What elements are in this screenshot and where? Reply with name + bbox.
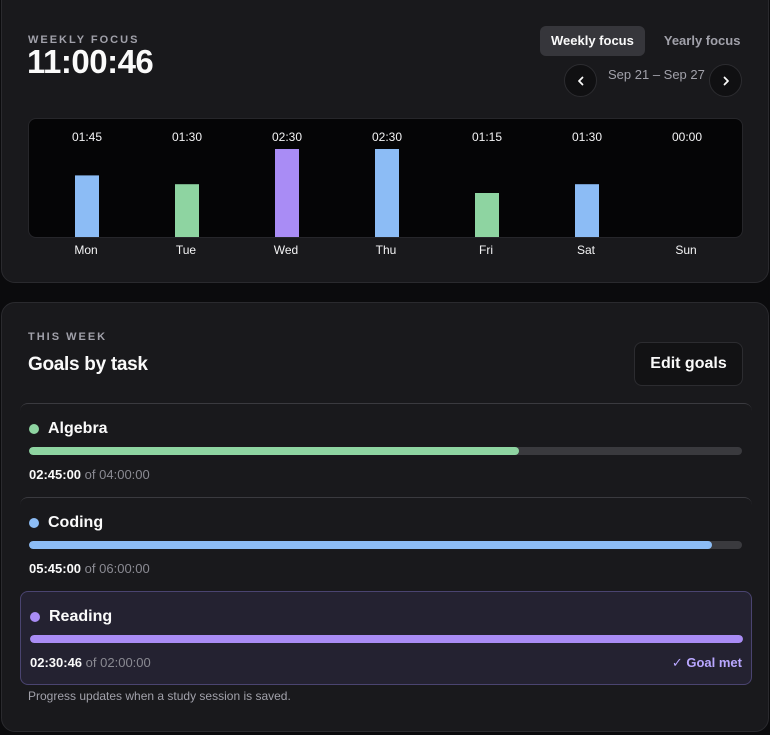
bar-label-tue: 01:30 — [172, 130, 202, 144]
tick-label-sun: Sun — [675, 243, 696, 257]
chevron-right-icon — [723, 76, 729, 85]
goal-name: Coding — [48, 514, 104, 531]
tick-label-tue: Tue — [176, 243, 197, 257]
tick-label-mon: Mon — [74, 243, 97, 257]
bar-thu — [375, 149, 399, 237]
goal-target-time: 04:00:00 — [99, 467, 150, 482]
goal-progress-bar — [29, 541, 742, 549]
bar-mon — [75, 175, 99, 237]
goals-eyebrow: THIS WEEK — [28, 331, 108, 343]
chevron-left-icon — [577, 76, 583, 85]
goals-card: THIS WEEK Goals by task Edit goals Algeb… — [1, 302, 769, 732]
tab-weekly-focus[interactable]: Weekly focus — [540, 26, 645, 56]
goal-row-coding[interactable]: Coding 05:45:00 of 06:00:00 — [20, 497, 752, 591]
tick-label-wed: Wed — [274, 243, 298, 257]
tick-label-fri: Fri — [479, 243, 493, 257]
goal-color-dot — [30, 612, 40, 622]
goal-done-time: 02:45:00 — [29, 467, 82, 482]
tick-label-sat: Sat — [577, 243, 596, 257]
weekly-focus-bars: 01:45 01:30 02:30 02:30 01:15 01:30 00:00 — [72, 130, 702, 237]
weekly-focus-chart: 01:45 01:30 02:30 02:30 01:15 01:30 00:00 — [28, 118, 743, 238]
goal-row-algebra[interactable]: Algebra 02:45:00 of 04:00:00 — [20, 403, 752, 497]
goal-name: Algebra — [48, 420, 108, 437]
goal-of-label: of — [84, 467, 96, 482]
goal-progress-fill — [29, 447, 520, 455]
goal-color-dot — [29, 424, 39, 434]
progress-footnote: Progress updates when a study session is… — [28, 689, 291, 703]
bar-fri — [475, 193, 499, 237]
next-week-button[interactable] — [709, 64, 742, 97]
goal-progress-text: 05:45:00 of 06:00:00 — [29, 561, 150, 576]
goals-title: Goals by task — [28, 354, 148, 375]
weekly-focus-card: WEEKLY FOCUS 11:00:46 Weekly focus Yearl… — [1, 0, 769, 283]
goal-met-badge: ✓ Goal met — [671, 655, 742, 670]
goal-name: Reading — [49, 608, 113, 625]
bar-tue — [175, 184, 199, 237]
goal-progress-bar — [29, 447, 742, 455]
goal-done-time: 02:30:46 — [30, 655, 83, 670]
weekly-focus-eyebrow: WEEKLY FOCUS — [28, 34, 140, 46]
tick-label-thu: Thu — [376, 243, 397, 257]
goal-target-time: 06:00:00 — [99, 561, 150, 576]
tab-yearly-focus[interactable]: Yearly focus — [663, 33, 741, 48]
goal-progress-text: 02:45:00 of 04:00:00 — [29, 467, 150, 482]
goal-progress-fill — [29, 541, 713, 549]
goal-progress-text: 02:30:46 of 02:00:00 — [30, 655, 151, 670]
goal-color-dot — [29, 518, 39, 528]
previous-week-button[interactable] — [564, 64, 597, 97]
weekday-axis: Mon Tue Wed Thu Fri Sat Sun — [74, 243, 696, 257]
goal-done-time: 05:45:00 — [29, 561, 82, 576]
bar-sat — [575, 184, 599, 237]
bar-label-wed: 02:30 — [272, 130, 302, 144]
edit-goals-button[interactable]: Edit goals — [634, 342, 743, 386]
weekly-total-time: 11:00:46 — [27, 43, 154, 80]
bar-label-mon: 01:45 — [72, 130, 102, 144]
goal-progress-fill — [30, 635, 743, 643]
goal-of-label: of — [85, 655, 97, 670]
focus-range-tabs: Weekly focus Yearly focus — [540, 26, 751, 56]
bar-label-sun: 00:00 — [672, 130, 702, 144]
bar-label-sat: 01:30 — [572, 130, 602, 144]
bar-label-fri: 01:15 — [472, 130, 502, 144]
goal-progress-bar — [30, 635, 743, 643]
date-range-label: Sep 21 – Sep 27 — [608, 67, 705, 82]
bar-label-thu: 02:30 — [372, 130, 402, 144]
goal-of-label: of — [84, 561, 96, 576]
goal-row-reading[interactable]: Reading 02:30:46 of 02:00:00 ✓ Goal met — [20, 591, 752, 685]
goal-target-time: 02:00:00 — [100, 655, 151, 670]
bar-wed — [275, 149, 299, 237]
